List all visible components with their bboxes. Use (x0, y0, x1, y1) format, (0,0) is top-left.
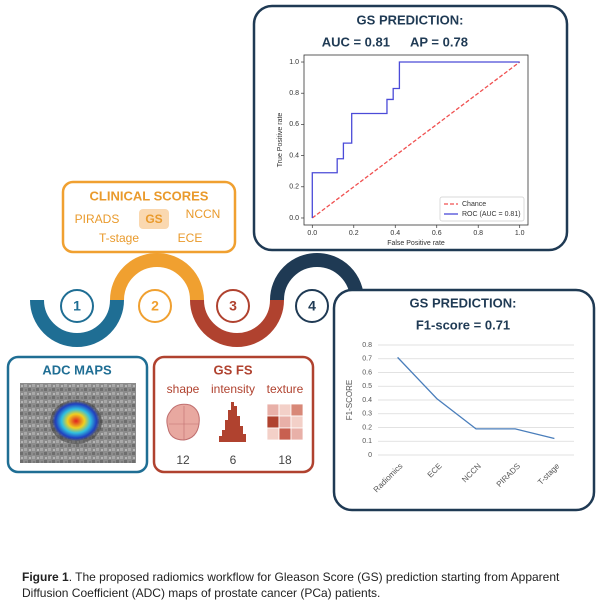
texture-icon (266, 403, 304, 441)
y-tick-label: 0.5 (362, 383, 372, 390)
panel-title: ADC MAPS (42, 362, 112, 377)
y-tick-label: 0.0 (289, 215, 299, 222)
step-number: 2 (151, 298, 159, 314)
y-tick-label: 0.4 (362, 397, 372, 404)
y-tick-label: 0.6 (289, 121, 299, 128)
clinical-item: T-stage (99, 231, 139, 245)
panel-title: GS PREDICTION: (357, 12, 464, 27)
clinical-item: PIRADS (75, 212, 120, 226)
y-tick-label: 0.3 (362, 411, 372, 418)
y-axis-label: True Positive rate (277, 113, 284, 168)
panel-title: GS FS (213, 362, 252, 377)
y-tick-label: 0 (368, 452, 372, 459)
shape-icon (166, 403, 200, 441)
f1-score-text: F1-score = 0.71 (416, 317, 510, 332)
series-line (311, 61, 520, 218)
feature-label: shape (167, 382, 200, 396)
gsfs-panel: GS FS shape intensity texture 12 6 18 (152, 355, 315, 474)
y-tick-label: 0.2 (289, 184, 299, 191)
caption-label: Figure 1 (22, 570, 69, 584)
f1-panel: GS PREDICTION: F1-score = 0.71 0 0.1 0.2 0.… (332, 288, 596, 512)
roc-panel: GS PREDICTION: AUC = 0.81 AP = 0.78 0.0 0… (252, 4, 569, 252)
feature-label: intensity (211, 382, 255, 396)
x-tick-label: 0.2 (349, 230, 359, 237)
legend-label: Chance (462, 201, 486, 208)
roc-chart: 0.0 0.2 0.4 0.6 0.8 1.0 0.0 0.2 0.4 0.6 0.8 1.0 Fals… (277, 54, 529, 247)
step-number: 1 (73, 298, 81, 314)
y-axis-label: F1-SCORE (345, 380, 354, 420)
x-tick-label: 0.0 (307, 230, 317, 237)
panel-title: CLINICAL SCORES (90, 188, 209, 203)
panel-title: GS PREDICTION: (410, 295, 517, 310)
feature-count: 6 (230, 453, 237, 467)
y-tick-label: 0.8 (289, 90, 299, 97)
step-circle (295, 289, 329, 323)
highlight (139, 209, 169, 229)
series-line (311, 61, 521, 219)
step-markers: 1 2 3 4 (60, 289, 329, 323)
step-number: 3 (229, 298, 237, 314)
y-tick-label: 0.2 (362, 424, 372, 431)
step-circle (138, 289, 172, 323)
legend-label: ROC (AUC = 0.81) (462, 211, 521, 218)
x-tick-label: 0.6 (432, 230, 442, 237)
y-tick-label: 0.6 (362, 369, 372, 376)
feature-count: 12 (176, 453, 190, 467)
step-circle (60, 289, 94, 323)
connector-arc (270, 253, 364, 301)
x-tick-label: 0.4 (390, 230, 400, 237)
connector-arc (190, 299, 284, 347)
feature-count: 18 (278, 453, 292, 467)
clinical-panel: CLINICAL SCORES PIRADS GS NCCN T-stage E… (61, 180, 237, 254)
step-number: 4 (308, 298, 316, 314)
workflow-connector (30, 253, 364, 347)
feature-label: texture (267, 382, 304, 396)
figure: 1 2 3 4 GS PREDICTION: AUC = 0.81 AP = 0… (6, 4, 596, 512)
caption: Figure 1. The proposed radiomics workflo… (22, 569, 592, 601)
shape-icon-axes (169, 406, 199, 440)
adc-overlay (52, 401, 100, 441)
clinical-item: GS (145, 212, 162, 226)
x-tick-label: 0.8 (473, 230, 483, 237)
clinical-item: ECE (178, 231, 203, 245)
y-tick-label: 0.7 (362, 356, 372, 363)
auc-text: AUC = 0.81 (322, 34, 390, 49)
y-tick-label: 1.0 (289, 59, 299, 66)
y-tick-label: 0.1 (362, 438, 372, 445)
histogram-icon (219, 402, 246, 442)
step-circle (216, 289, 250, 323)
caption-text: . The proposed radiomics workflow for Gl… (22, 570, 560, 600)
y-tick-label: 0.4 (289, 152, 299, 159)
connector-arc (30, 299, 124, 347)
clinical-item: NCCN (186, 207, 221, 221)
y-tick-label: 0.8 (362, 342, 372, 349)
ap-text: AP = 0.78 (410, 34, 468, 49)
x-tick-label: 1.0 (515, 230, 525, 237)
legend-box (439, 196, 525, 222)
series-line (397, 356, 555, 440)
connector-arc (110, 253, 204, 301)
x-axis-label: False Positive rate (387, 240, 445, 247)
adc-panel: ADC MAPS (6, 355, 149, 474)
